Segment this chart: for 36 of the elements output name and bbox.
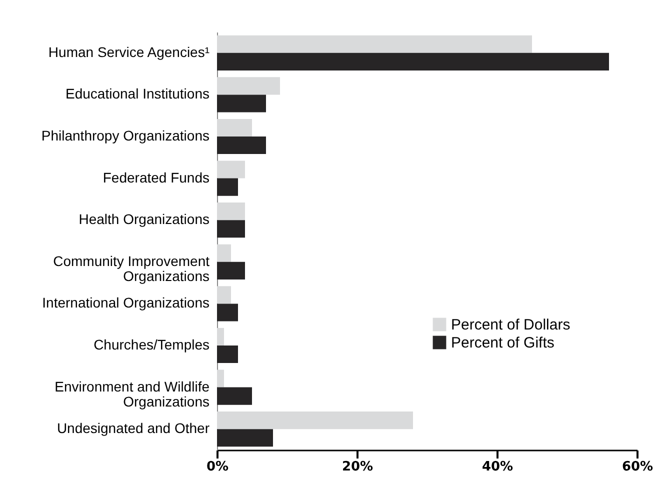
bar: [217, 244, 231, 262]
y-tick-label: Human Service Agencies¹: [48, 44, 210, 60]
y-tick-label: Environment and Wildlife Organizations: [54, 378, 210, 410]
y-tick-label: Health Organizations: [78, 211, 210, 228]
bar: [217, 328, 224, 346]
y-tick-label: Federated Funds: [102, 169, 210, 186]
bar: [217, 304, 238, 322]
bar: [217, 286, 231, 304]
y-tick-label: Philanthropy Organizations: [41, 128, 210, 144]
bar: [217, 387, 252, 405]
y-tick-label: Churches/Temples: [94, 336, 210, 352]
bar: [217, 262, 245, 280]
bar: [217, 35, 532, 53]
bar: [217, 178, 238, 196]
bar: [217, 429, 273, 447]
bar: [217, 412, 413, 430]
bar: [217, 220, 245, 238]
x-tick-label: 0%: [206, 460, 229, 474]
y-tick-label: Community Improvement Organizations: [53, 252, 210, 284]
bar: [217, 52, 609, 70]
bar: [217, 202, 245, 220]
bar: [217, 346, 238, 364]
bar: [217, 136, 266, 154]
bar: [217, 370, 224, 388]
bar: [217, 118, 252, 136]
y-tick-label: Educational Institutions: [66, 86, 210, 102]
x-tick-label: 60%: [622, 460, 654, 474]
legend-label: Percent of Gifts: [451, 334, 554, 352]
y-tick-label: International Organizations: [42, 294, 210, 311]
x-tick-label: 40%: [482, 460, 514, 474]
bar: [217, 77, 280, 95]
legend-label: Percent of Dollars: [451, 316, 570, 334]
y-tick-label: Undesignated and Other: [56, 420, 210, 436]
bar: [217, 160, 245, 178]
bar: [217, 94, 266, 112]
x-tick-label: 20%: [342, 460, 374, 474]
